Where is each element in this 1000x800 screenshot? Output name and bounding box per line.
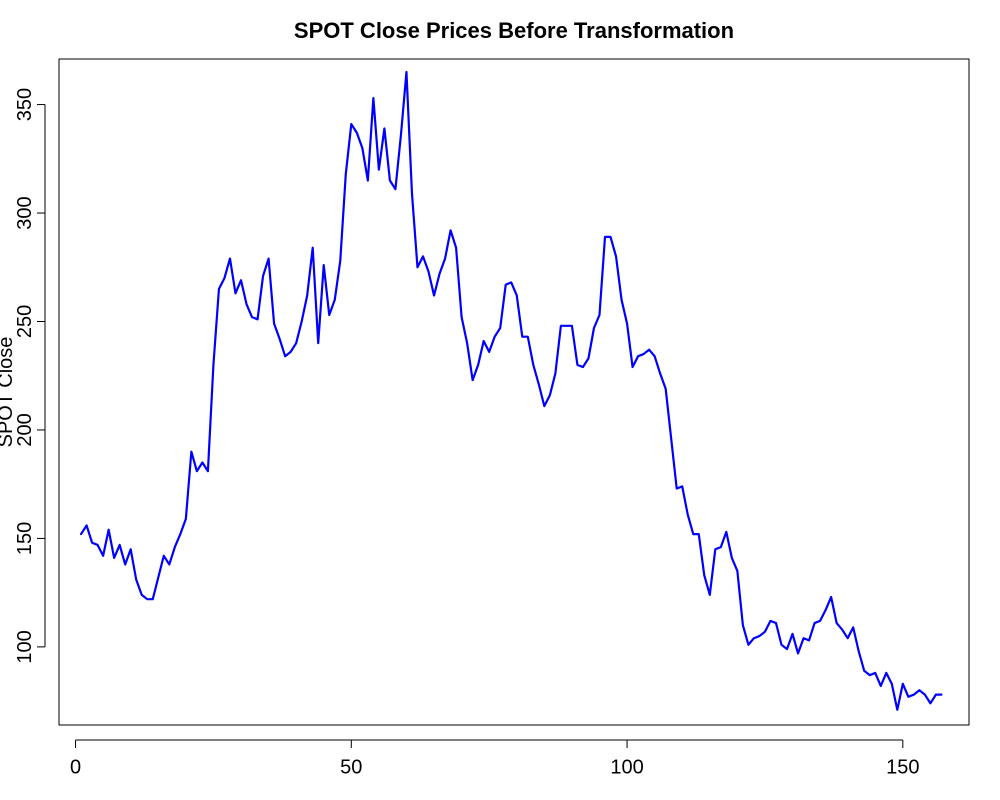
series-line bbox=[79, 70, 943, 711]
x-axis: 0 50 100 150 bbox=[70, 739, 920, 779]
plot-frame bbox=[58, 58, 970, 726]
y-axis-label: SPOT Close bbox=[0, 337, 17, 448]
y-tick-label: 200 bbox=[14, 413, 36, 446]
y-tick-label: 150 bbox=[14, 522, 36, 555]
y-axis: 100 150 200 250 300 350 bbox=[14, 88, 46, 664]
chart-title: SPOT Close Prices Before Transformation bbox=[294, 18, 734, 43]
x-tick-label: 50 bbox=[340, 757, 362, 779]
y-tick-label: 100 bbox=[14, 630, 36, 663]
x-tick-label: 150 bbox=[886, 757, 919, 779]
y-tick-label: 250 bbox=[14, 305, 36, 338]
x-tick-label: 100 bbox=[610, 757, 643, 779]
y-tick-label: 300 bbox=[14, 196, 36, 229]
y-tick-label: 350 bbox=[14, 88, 36, 121]
x-tick-label: 0 bbox=[70, 757, 81, 779]
